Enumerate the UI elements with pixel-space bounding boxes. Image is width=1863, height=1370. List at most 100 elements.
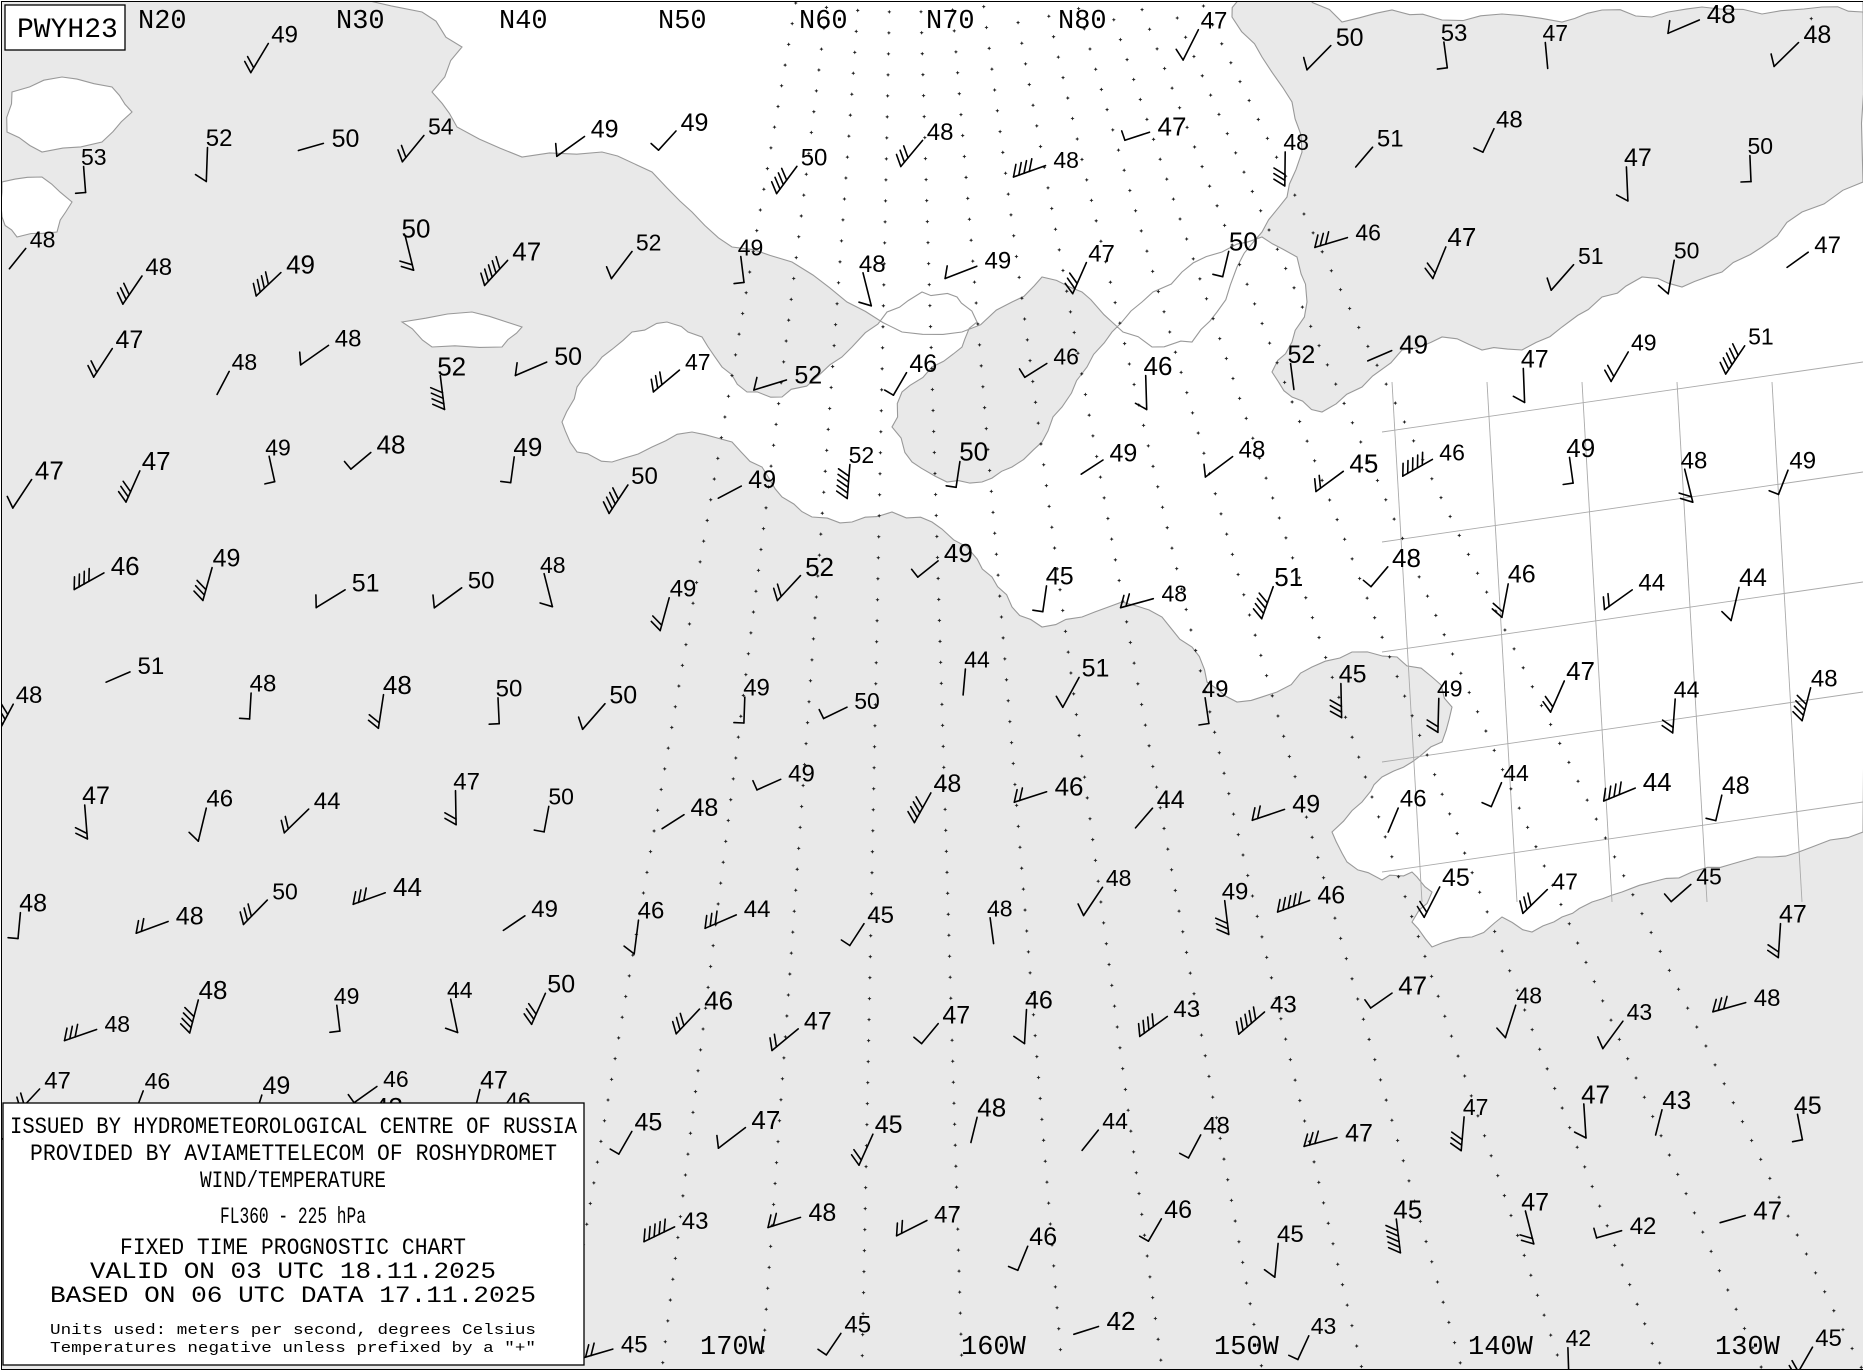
svg-text:46: 46: [1025, 987, 1053, 1015]
svg-text:49: 49: [265, 434, 291, 460]
svg-text:49: 49: [1789, 448, 1816, 475]
svg-text:49: 49: [743, 675, 770, 702]
svg-text:BASED ON 06 UTC DATA 17.11.202: BASED ON 06 UTC DATA 17.11.2025: [50, 1283, 536, 1309]
svg-text:47: 47: [1566, 656, 1595, 686]
svg-text:48: 48: [335, 325, 362, 352]
svg-text:48: 48: [1804, 21, 1832, 49]
svg-text:48: 48: [1239, 436, 1266, 463]
svg-text:43: 43: [1627, 999, 1653, 1025]
svg-text:45: 45: [844, 1312, 871, 1339]
svg-text:50: 50: [554, 343, 582, 371]
svg-text:47: 47: [1552, 868, 1578, 894]
svg-text:51: 51: [1082, 655, 1110, 683]
svg-text:46: 46: [638, 898, 665, 925]
svg-text:VALID ON 03 UTC 18.11.2025: VALID ON 03 UTC 18.11.2025: [90, 1259, 496, 1285]
svg-text:49: 49: [263, 1072, 291, 1100]
svg-text:50: 50: [1674, 237, 1700, 263]
svg-text:49: 49: [670, 575, 697, 602]
svg-text:50: 50: [959, 437, 988, 467]
svg-text:52: 52: [1288, 341, 1316, 369]
svg-text:49: 49: [738, 234, 764, 260]
svg-text:160W: 160W: [961, 1333, 1027, 1363]
svg-text:47: 47: [82, 782, 110, 810]
svg-text:45: 45: [621, 1331, 648, 1358]
svg-text:49: 49: [1202, 676, 1229, 703]
svg-text:51: 51: [1377, 126, 1404, 153]
svg-text:48: 48: [1283, 129, 1309, 155]
svg-text:44: 44: [744, 896, 771, 923]
svg-text:51: 51: [1748, 324, 1774, 350]
svg-text:50: 50: [402, 213, 431, 243]
svg-text:44: 44: [1739, 564, 1767, 592]
svg-text:45: 45: [1794, 1092, 1822, 1120]
svg-text:50: 50: [272, 879, 298, 905]
svg-text:45: 45: [1696, 863, 1722, 889]
svg-text:46: 46: [1400, 786, 1427, 813]
svg-text:46: 46: [145, 1068, 171, 1094]
svg-text:49: 49: [985, 248, 1012, 275]
svg-text:50: 50: [1336, 24, 1364, 52]
svg-text:47: 47: [804, 1008, 832, 1036]
svg-text:50: 50: [496, 676, 523, 703]
svg-text:47: 47: [1624, 144, 1652, 172]
svg-text:48: 48: [987, 896, 1013, 922]
svg-text:50: 50: [1229, 227, 1258, 257]
svg-text:44: 44: [393, 872, 422, 902]
svg-text:45: 45: [1349, 449, 1378, 479]
svg-text:45: 45: [635, 1109, 663, 1137]
svg-text:48: 48: [30, 227, 56, 253]
svg-text:49: 49: [1110, 439, 1138, 467]
svg-text:46: 46: [1055, 771, 1084, 801]
svg-text:46: 46: [1164, 1196, 1192, 1224]
svg-text:46: 46: [111, 551, 140, 581]
svg-text:49: 49: [1222, 879, 1249, 906]
svg-text:49: 49: [591, 116, 619, 144]
svg-text:47: 47: [1201, 7, 1228, 34]
svg-text:47: 47: [512, 237, 541, 267]
svg-text:47: 47: [751, 1105, 780, 1135]
svg-text:47: 47: [35, 455, 64, 485]
svg-text:50: 50: [1748, 133, 1774, 159]
svg-text:N50: N50: [658, 7, 707, 37]
svg-text:52: 52: [794, 362, 822, 390]
svg-text:48: 48: [1162, 581, 1188, 607]
svg-text:PWYH23: PWYH23: [17, 15, 118, 46]
svg-text:49: 49: [1437, 676, 1463, 702]
svg-text:48: 48: [1707, 2, 1736, 29]
svg-text:44: 44: [964, 646, 990, 672]
svg-text:49: 49: [271, 21, 298, 48]
svg-text:48: 48: [105, 1011, 131, 1037]
svg-text:43: 43: [1662, 1085, 1691, 1115]
svg-text:48: 48: [859, 251, 886, 278]
svg-text:47: 47: [1581, 1079, 1610, 1109]
svg-text:46: 46: [1053, 343, 1079, 369]
svg-text:50: 50: [548, 784, 574, 810]
svg-text:48: 48: [1392, 543, 1421, 573]
svg-text:47: 47: [480, 1066, 508, 1094]
svg-text:48: 48: [19, 890, 47, 918]
svg-text:52: 52: [437, 351, 466, 381]
svg-text:48: 48: [1203, 1113, 1230, 1140]
svg-text:47: 47: [142, 446, 171, 476]
svg-text:N40: N40: [499, 7, 548, 37]
svg-text:42: 42: [1566, 1325, 1592, 1351]
svg-text:N70: N70: [926, 7, 975, 37]
svg-text:46: 46: [1439, 440, 1465, 466]
svg-text:48: 48: [176, 903, 204, 931]
svg-text:49: 49: [944, 538, 973, 568]
svg-text:170W: 170W: [700, 1333, 766, 1363]
svg-text:45: 45: [875, 1111, 903, 1139]
svg-text:46: 46: [1508, 561, 1536, 589]
svg-text:48: 48: [934, 770, 962, 798]
svg-text:48: 48: [1681, 448, 1708, 475]
svg-text:51: 51: [1274, 562, 1303, 592]
svg-text:WIND/TEMPERATURE: WIND/TEMPERATURE: [200, 1168, 386, 1194]
svg-text:49: 49: [1631, 330, 1657, 356]
svg-text:49: 49: [334, 983, 360, 1009]
svg-text:50: 50: [332, 125, 360, 153]
svg-text:46: 46: [1355, 220, 1381, 246]
svg-text:N30: N30: [336, 7, 385, 37]
svg-text:44: 44: [447, 977, 473, 1003]
svg-text:47: 47: [1398, 971, 1427, 1001]
svg-text:43: 43: [1173, 996, 1200, 1023]
